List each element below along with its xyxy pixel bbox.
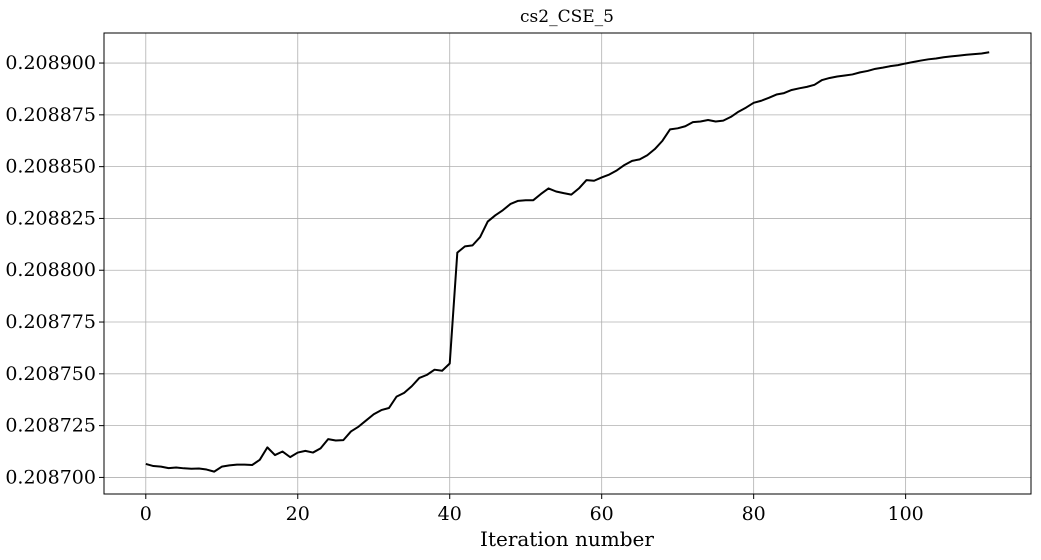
y-tick-label: 0.208750 — [5, 363, 96, 385]
x-tick-label: 100 — [887, 503, 923, 525]
series-line — [145, 51, 990, 473]
plot-frame — [103, 32, 1032, 495]
y-tick-label: 0.208850 — [5, 156, 96, 178]
chart-title: cs2_CSE_5 — [520, 7, 614, 27]
y-tick-label: 0.208775 — [5, 311, 96, 333]
series-layer — [145, 51, 990, 473]
y-tick-label: 0.208800 — [5, 259, 96, 281]
y-axis-ticks: 0.208700 0.208725 0.208750 0.208775 0.208800… — [5, 52, 104, 488]
y-tick-label: 0.208700 — [5, 466, 96, 488]
grid-lines — [104, 33, 1031, 494]
x-tick-label: 80 — [742, 503, 766, 525]
x-tick-label: 40 — [438, 503, 462, 525]
y-tick-label: 0.208875 — [5, 104, 96, 126]
x-tick-label: 20 — [286, 503, 310, 525]
y-tick-label: 0.208900 — [5, 52, 96, 74]
x-axis-ticks: 0 20 40 60 80 100 — [140, 494, 924, 525]
y-tick-label: 0.208725 — [5, 415, 96, 437]
x-axis-label: Iteration number — [480, 527, 654, 551]
x-tick-label: 60 — [590, 503, 614, 525]
y-tick-label: 0.208825 — [5, 207, 96, 229]
x-tick-label: 0 — [140, 503, 152, 525]
